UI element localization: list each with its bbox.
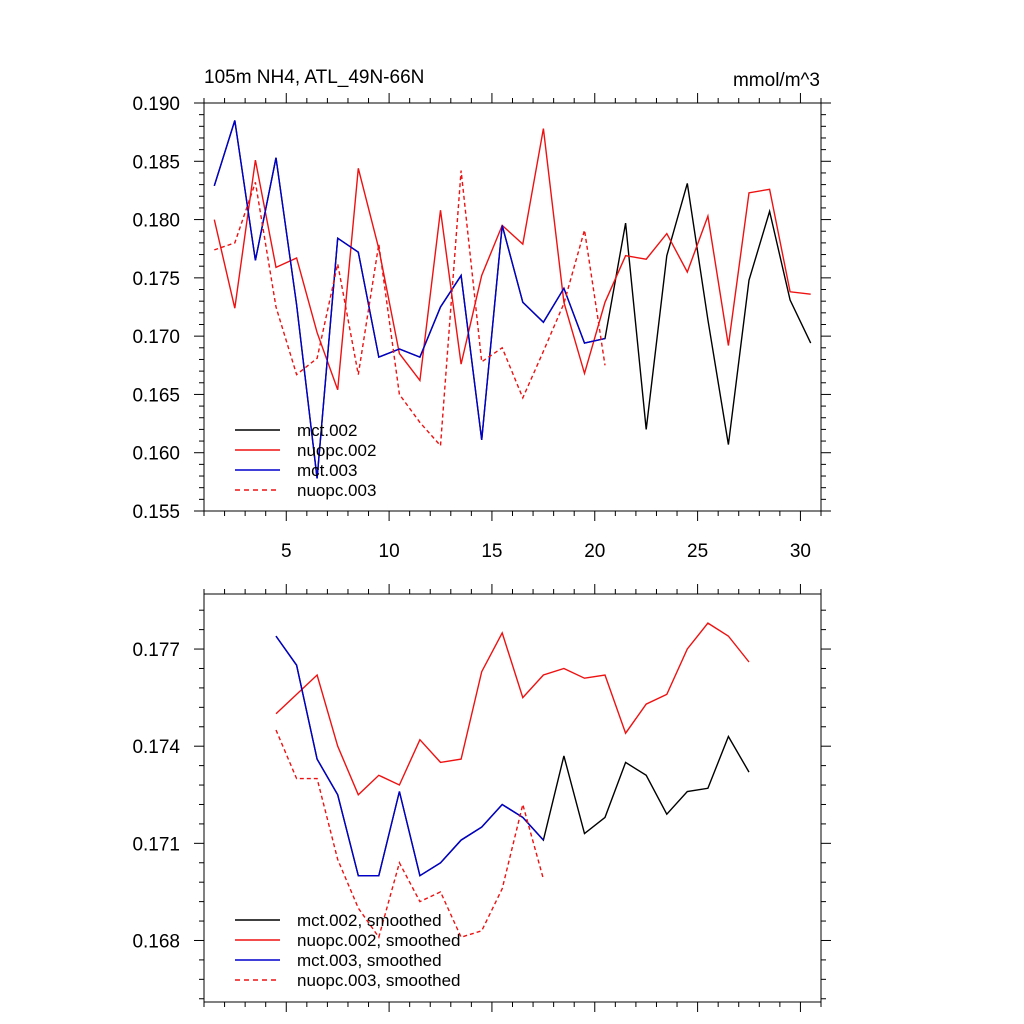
top-y-tick-label: 0.180	[132, 211, 180, 232]
bottom-y-tick-label: 0.174	[132, 737, 180, 758]
bottom-series-nuopc-002-smoothed	[275, 622, 750, 797]
bottom-chart-series	[275, 622, 750, 939]
top-chart-legend: mct.002 nuopc.002 mct.003 nuopc.003	[235, 421, 376, 500]
top-x-tick-label: 30	[790, 541, 811, 562]
top-legend-label-mct-002: mct.002	[297, 421, 357, 440]
top-y-tick-label: 0.165	[132, 385, 180, 406]
bottom-chart-legend: mct.002, smoothed nuopc.002, smoothed mc…	[235, 911, 461, 990]
top-chart-ticks	[194, 93, 831, 521]
bottom-legend-label-nuopc-002: nuopc.002, smoothed	[297, 931, 461, 950]
top-y-tick-label: 0.185	[132, 152, 180, 173]
top-chart-plot-area	[203, 102, 822, 512]
top-series-nuopc-003	[214, 170, 606, 448]
bottom-legend-label-mct-003: mct.003, smoothed	[297, 951, 442, 970]
bottom-series-nuopc-003-smoothed	[275, 729, 545, 939]
top-y-tick-label: 0.160	[132, 444, 180, 465]
bottom-chart: 0.168 0.171 0.174 0.177 mct.002, smoothed n…	[132, 584, 831, 1012]
top-chart-series	[213, 120, 812, 479]
top-chart: 105m NH4, ATL_49N-66N mmol/m^3 0.155 0.16…	[132, 67, 831, 562]
top-legend-label-mct-003: mct.003	[297, 461, 357, 480]
bottom-chart-y-tick-labels: 0.168 0.171 0.174 0.177	[132, 640, 180, 952]
top-chart-y-tick-labels: 0.155 0.160 0.165 0.170 0.175 0.180 0.185 0.190	[132, 94, 180, 523]
bottom-y-tick-label: 0.171	[132, 834, 180, 855]
top-y-tick-label: 0.170	[132, 327, 180, 348]
top-x-tick-label: 25	[687, 541, 708, 562]
top-legend-label-nuopc-003: nuopc.003	[297, 481, 376, 500]
bottom-chart-ticks	[194, 584, 831, 1012]
bottom-legend-label-mct-002: mct.002, smoothed	[297, 911, 442, 930]
top-x-tick-label: 10	[379, 541, 400, 562]
top-y-tick-label: 0.175	[132, 269, 180, 290]
bottom-legend-label-nuopc-003: nuopc.003, smoothed	[297, 971, 461, 990]
top-series-nuopc-002	[213, 128, 811, 391]
top-chart-x-tick-labels: 5 10 15 20 25 30	[281, 541, 811, 562]
bottom-y-tick-label: 0.168	[132, 931, 180, 952]
top-y-tick-label: 0.155	[132, 502, 180, 523]
top-x-tick-label: 15	[481, 541, 502, 562]
top-x-tick-label: 20	[584, 541, 605, 562]
top-chart-units: mmol/m^3	[733, 70, 820, 91]
bottom-series-mct-003-smoothed	[275, 635, 544, 877]
top-y-tick-label: 0.190	[132, 94, 180, 115]
top-chart-title: 105m NH4, ATL_49N-66N	[204, 67, 424, 88]
top-legend-label-nuopc-002: nuopc.002	[297, 441, 376, 460]
bottom-chart-plot-area	[203, 593, 822, 1003]
bottom-y-tick-label: 0.177	[132, 640, 180, 661]
top-x-tick-label: 5	[281, 541, 292, 562]
top-series-mct-003	[213, 120, 606, 479]
